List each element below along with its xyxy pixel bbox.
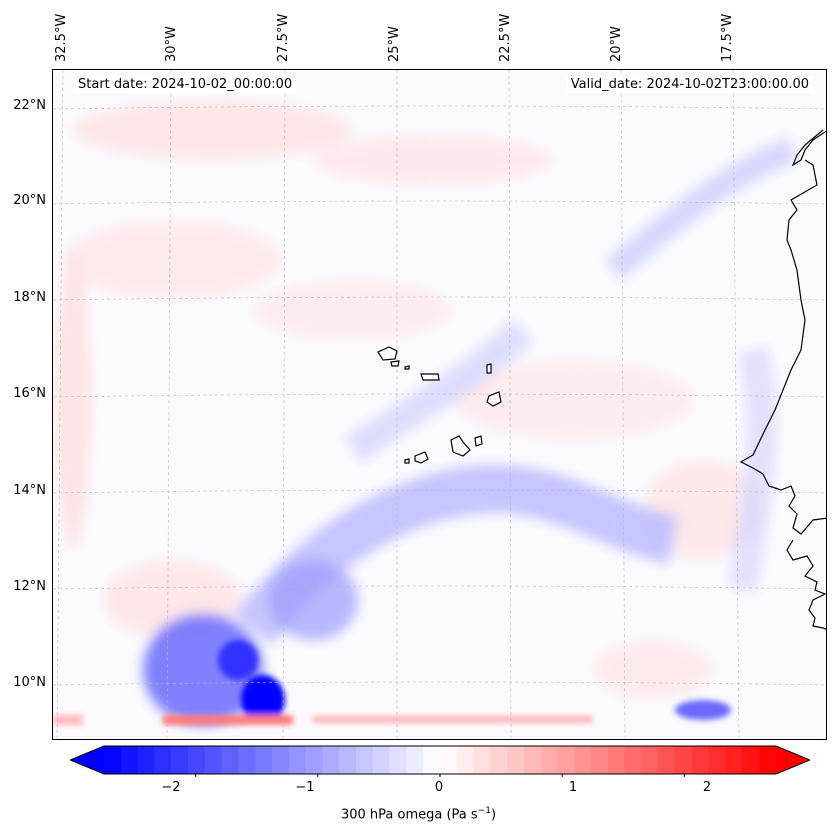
strong-ascent-core <box>53 640 731 725</box>
lon-label-20w: 20°W <box>609 26 624 62</box>
colorbar-band <box>372 746 391 774</box>
colorbar-extend-low <box>70 746 104 774</box>
lat-label-10n: 10°N <box>13 675 46 690</box>
colorbar-band <box>171 746 189 774</box>
lat-label-22n: 22°N <box>13 98 46 113</box>
colorbar-band <box>759 746 777 774</box>
colorbar-band <box>389 746 407 774</box>
lon-label-17-5w: 17.5°W <box>720 13 735 62</box>
colorbar-band <box>708 746 727 774</box>
colorbar-label: 300 hPa omega (Pa s−1) <box>340 806 497 823</box>
map-panel[interactable] <box>52 69 827 740</box>
colorbar-band <box>322 746 340 774</box>
colorbar-band <box>288 746 307 774</box>
omega-field-map <box>53 70 826 739</box>
colorbar-tick-1: 1 <box>568 780 578 795</box>
colorbar-band <box>356 746 374 774</box>
lat-label-18n: 18°N <box>13 290 46 305</box>
colorbar-tick-2: 2 <box>702 780 712 795</box>
colorbar-band <box>557 746 575 774</box>
colorbar-band <box>255 746 273 774</box>
colorbar-band <box>204 746 223 774</box>
colorbar-band <box>608 746 626 774</box>
colorbar-tick-0: 0 <box>434 780 444 795</box>
colorbar-band <box>272 746 290 774</box>
colorbar-band <box>591 746 609 774</box>
colorbar-tick-minus-1: −1 <box>295 780 315 795</box>
lat-label-20n: 20°N <box>13 193 46 208</box>
cape-verde-islands <box>377 346 502 464</box>
colorbar <box>70 745 810 777</box>
graticule <box>53 70 826 739</box>
colorbar-band <box>221 746 239 774</box>
colorbar-band <box>120 746 139 774</box>
colorbar-band <box>524 746 542 774</box>
colorbar-bands <box>70 746 810 774</box>
colorbar-band <box>658 746 676 774</box>
lon-label-27-5w: 27.5°W <box>276 13 291 62</box>
colorbar-band <box>104 746 122 774</box>
colorbar-band <box>137 746 155 774</box>
colorbar-tick-marks <box>195 774 685 777</box>
colorbar-band <box>238 746 256 774</box>
african-coastline <box>739 129 826 630</box>
colorbar-band <box>339 746 357 774</box>
colorbar-band <box>440 746 458 774</box>
colorbar-band <box>154 746 172 774</box>
colorbar-band <box>574 746 592 774</box>
lat-label-16n: 16°N <box>13 386 46 401</box>
colorbar-band <box>540 746 559 774</box>
colorbar-band <box>692 746 710 774</box>
colorbar-extend-high <box>776 746 810 774</box>
colorbar-band <box>490 746 508 774</box>
colorbar-band <box>473 746 491 774</box>
colorbar-band <box>641 746 659 774</box>
positive-omega-regions <box>55 100 763 700</box>
colorbar-outline <box>70 745 810 775</box>
lat-label-12n: 12°N <box>13 579 46 594</box>
colorbar-band <box>725 746 743 774</box>
colorbar-band <box>507 746 525 774</box>
lon-label-22-5w: 22.5°W <box>498 13 513 62</box>
lon-label-30w: 30°W <box>164 26 179 62</box>
colorbar-band <box>742 746 760 774</box>
lon-label-32-5w: 32.5°W <box>54 13 69 62</box>
colorbar-band <box>188 746 206 774</box>
colorbar-band <box>305 746 323 774</box>
start-date-label: Start date: 2024-10-02_00:00:00 <box>74 76 297 93</box>
colorbar-band <box>675 746 693 774</box>
colorbar-band <box>406 746 424 774</box>
colorbar-band <box>456 746 475 774</box>
lat-label-14n: 14°N <box>13 483 46 498</box>
colorbar-band <box>423 746 441 774</box>
valid-date-label: Valid_date: 2024-10-02T23:00:00.00 <box>566 76 813 93</box>
colorbar-tick-minus-2: −2 <box>161 780 181 795</box>
colorbar-band <box>624 746 643 774</box>
lon-label-25w: 25°W <box>387 26 402 62</box>
